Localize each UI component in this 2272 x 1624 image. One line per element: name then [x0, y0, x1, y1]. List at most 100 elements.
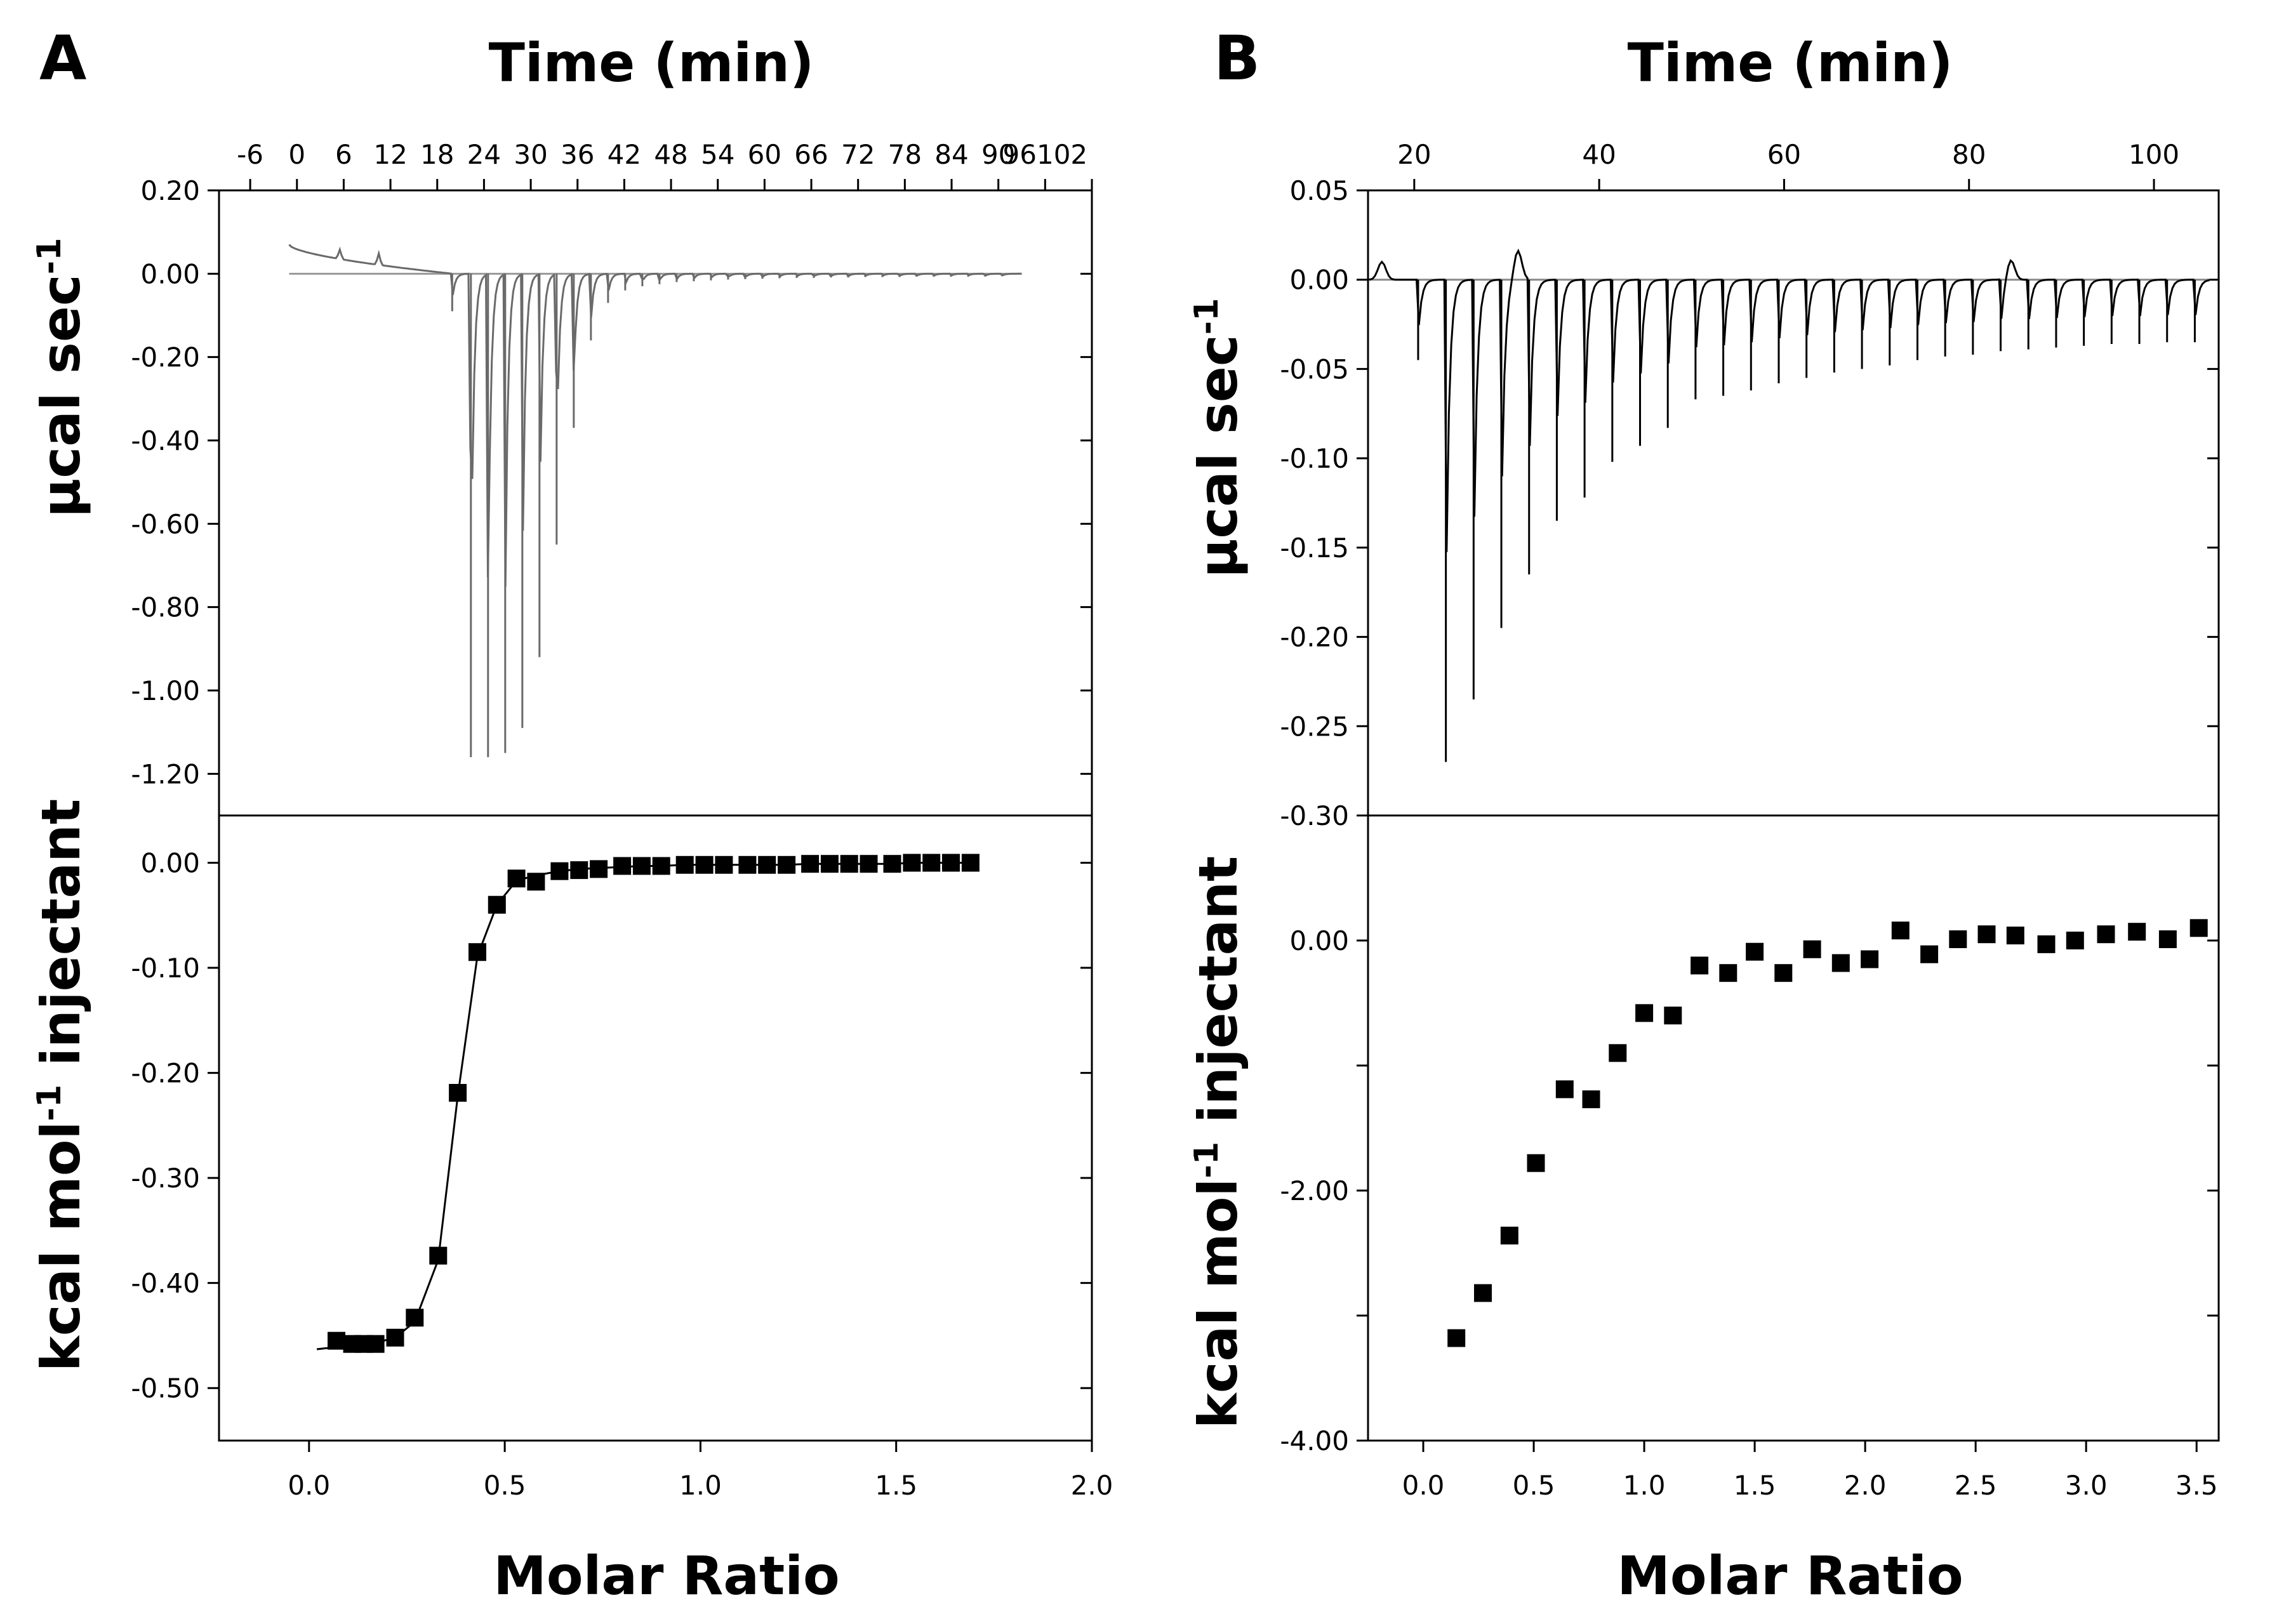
- b-bottom-data-point: [2066, 932, 2084, 949]
- a-bottom-data-point: [406, 1309, 424, 1327]
- b-bottom-xtick-label: 1.0: [1623, 1470, 1666, 1501]
- a-bottom-data-point: [468, 943, 486, 961]
- a-bottom-ytick-label: -0.40: [131, 1268, 200, 1299]
- b-top-ytick-label: -0.20: [1280, 622, 1349, 653]
- b-top-ytick-label: 0.05: [1289, 175, 1349, 206]
- b-bottom-xtick-label: 1.5: [1734, 1470, 1776, 1501]
- a-bottom-data-point: [613, 857, 632, 875]
- b-bottom-data-point: [2006, 927, 2024, 945]
- a-bottom-data-point: [860, 855, 878, 873]
- a-top-xtick-label: 96102: [1003, 139, 1088, 170]
- a-top-xtick-label: 72: [841, 139, 875, 170]
- panel-label-b: B: [1214, 23, 1260, 94]
- b-bottom-data-point: [1746, 942, 1764, 961]
- a-top-ytick-label: -0.20: [131, 342, 200, 373]
- a-bottom-data-point: [488, 895, 506, 914]
- a-bottom-data-point: [328, 1331, 345, 1350]
- a-top-xtick-label: 66: [794, 139, 828, 170]
- a-bottom-xtick-label: 1.0: [679, 1470, 722, 1501]
- b-bottom-xtick-label: 0.5: [1513, 1470, 1555, 1501]
- b-bottom-xtick-label: 3.0: [2065, 1470, 2108, 1501]
- a-top-xtick-label: 24: [467, 139, 501, 170]
- a-bottom-data-point: [570, 861, 588, 880]
- b-bottom-data-point: [1635, 1004, 1654, 1022]
- a-bottom-data-point: [801, 855, 820, 873]
- a-bottom-data-point: [675, 855, 694, 874]
- a-bottom-ytick-label: -0.30: [131, 1163, 200, 1194]
- b-bottom-xtick-label: 2.0: [1844, 1470, 1887, 1501]
- a-top-xtick-label: 84: [934, 139, 968, 170]
- a-bottom-data-point: [695, 855, 714, 874]
- b-bottom-data-point: [1664, 1007, 1682, 1025]
- a-bottom-data-point: [942, 854, 960, 872]
- b-bottom-ytick-label: -2.00: [1280, 1175, 1349, 1206]
- b-bottom-data-point: [2189, 919, 2208, 937]
- a-top-xtick-label: 90: [981, 139, 1015, 170]
- a-top-xtick-label: 0: [288, 139, 305, 170]
- b-bottom-data-point: [1803, 940, 1821, 958]
- a-bottom-data-point: [738, 855, 757, 874]
- b-top-ylabel: µcal sec-1: [1187, 298, 1249, 578]
- b-bottom-data-point: [1447, 1329, 1466, 1347]
- a-bottom-data-point: [386, 1328, 404, 1347]
- a-top-ytick-label: -1.20: [131, 758, 200, 789]
- b-bottom-data-point: [1527, 1154, 1545, 1172]
- a-bottom-xtick-label: 0.0: [288, 1470, 330, 1501]
- b-top-xtick-label: 80: [1952, 139, 1986, 170]
- b-bottom-data-point: [1774, 964, 1793, 982]
- a-bottom-data-point: [903, 854, 921, 872]
- a-bottom-data-point: [715, 855, 733, 874]
- a-bottom-data-point: [429, 1246, 448, 1265]
- a-bottom-data-point: [840, 855, 858, 873]
- b-bottom-xtick-label: 0.0: [1402, 1470, 1445, 1501]
- b-bottom-data-point: [2037, 935, 2056, 953]
- b-top-xtick-label: 100: [2129, 139, 2179, 170]
- a-top-ytick-label: -0.60: [131, 508, 200, 539]
- a-bottom-ytick-label: -0.10: [131, 953, 200, 984]
- b-top-ytick-label: -0.10: [1280, 443, 1349, 474]
- b-bottom-plot-frame: [1367, 814, 2220, 1442]
- b-top-ytick-label: -0.25: [1280, 711, 1349, 742]
- a-bottom-xtick-label: 1.5: [875, 1470, 917, 1501]
- b-bottom-data-point: [1861, 950, 1879, 968]
- a-top-ylabel: µcal sec-1: [30, 238, 92, 518]
- a-top-xtick-label: 36: [561, 139, 594, 170]
- a-top-xtick-label: 42: [608, 139, 641, 170]
- b-bottom-data-point: [1609, 1044, 1627, 1062]
- b-top-thermogram-trace: [1367, 248, 2210, 552]
- b-bottom-data-point: [2158, 930, 2177, 948]
- a-top-xtick-label: 6: [335, 139, 352, 170]
- a-top-thermogram-plot: 0.20 0.00 -0.20 -0.40 -0.60 -0.80 -1.00 -1.20 -6…: [131, 139, 1093, 817]
- b-bottom-ytick-label: -4.00: [1280, 1425, 1349, 1456]
- a-top-xtick-label: -6: [237, 139, 263, 170]
- a-top-xtick-label: 30: [514, 139, 547, 170]
- b-bottom-ytick-label: 0.00: [1289, 925, 1349, 956]
- b-bottom-xtick-label: 3.5: [2176, 1470, 2218, 1501]
- a-bottom-data-point: [590, 860, 608, 878]
- b-bottom-data-point: [1891, 921, 1910, 940]
- a-bottom-plot-frame: [218, 814, 1093, 1442]
- a-bottom-data-point: [550, 862, 569, 880]
- a-bottom-data-point: [961, 854, 980, 872]
- a-bottom-data-point: [449, 1084, 467, 1102]
- b-bottom-data-point: [1949, 930, 1967, 948]
- a-top-xtick-label: 48: [654, 139, 688, 170]
- a-bottom-data-point: [922, 854, 941, 872]
- b-bottom-data-point: [2097, 925, 2115, 944]
- a-bottom-data-point: [366, 1335, 385, 1353]
- b-bottom-data-point: [1555, 1080, 1574, 1099]
- b-top-thermogram-plot: 0.05 0.00 -0.05 -0.10 -0.15 -0.20 -0.25 -0.30 20…: [1280, 139, 2220, 831]
- a-top-xtick-label: 60: [748, 139, 781, 170]
- a-bottom-ylabel: kcal mol-1 injectant: [30, 799, 92, 1371]
- b-top-xtick-label: 40: [1582, 139, 1616, 170]
- a-bottom-data-point: [507, 869, 526, 888]
- b-bottom-data-point: [1691, 956, 1709, 975]
- b-bottom-data-point: [1920, 945, 1939, 963]
- a-time-axis-title: Time (min): [489, 32, 814, 94]
- a-bottom-data-point: [778, 855, 796, 874]
- a-bottom-fit-line: [316, 862, 971, 1350]
- b-bottom-ylabel: kcal mol-1 injectant: [1187, 856, 1249, 1429]
- b-bottom-data-point: [1719, 964, 1737, 982]
- a-bottom-data-point: [527, 873, 545, 891]
- a-top-ytick-label: 0.20: [140, 175, 200, 206]
